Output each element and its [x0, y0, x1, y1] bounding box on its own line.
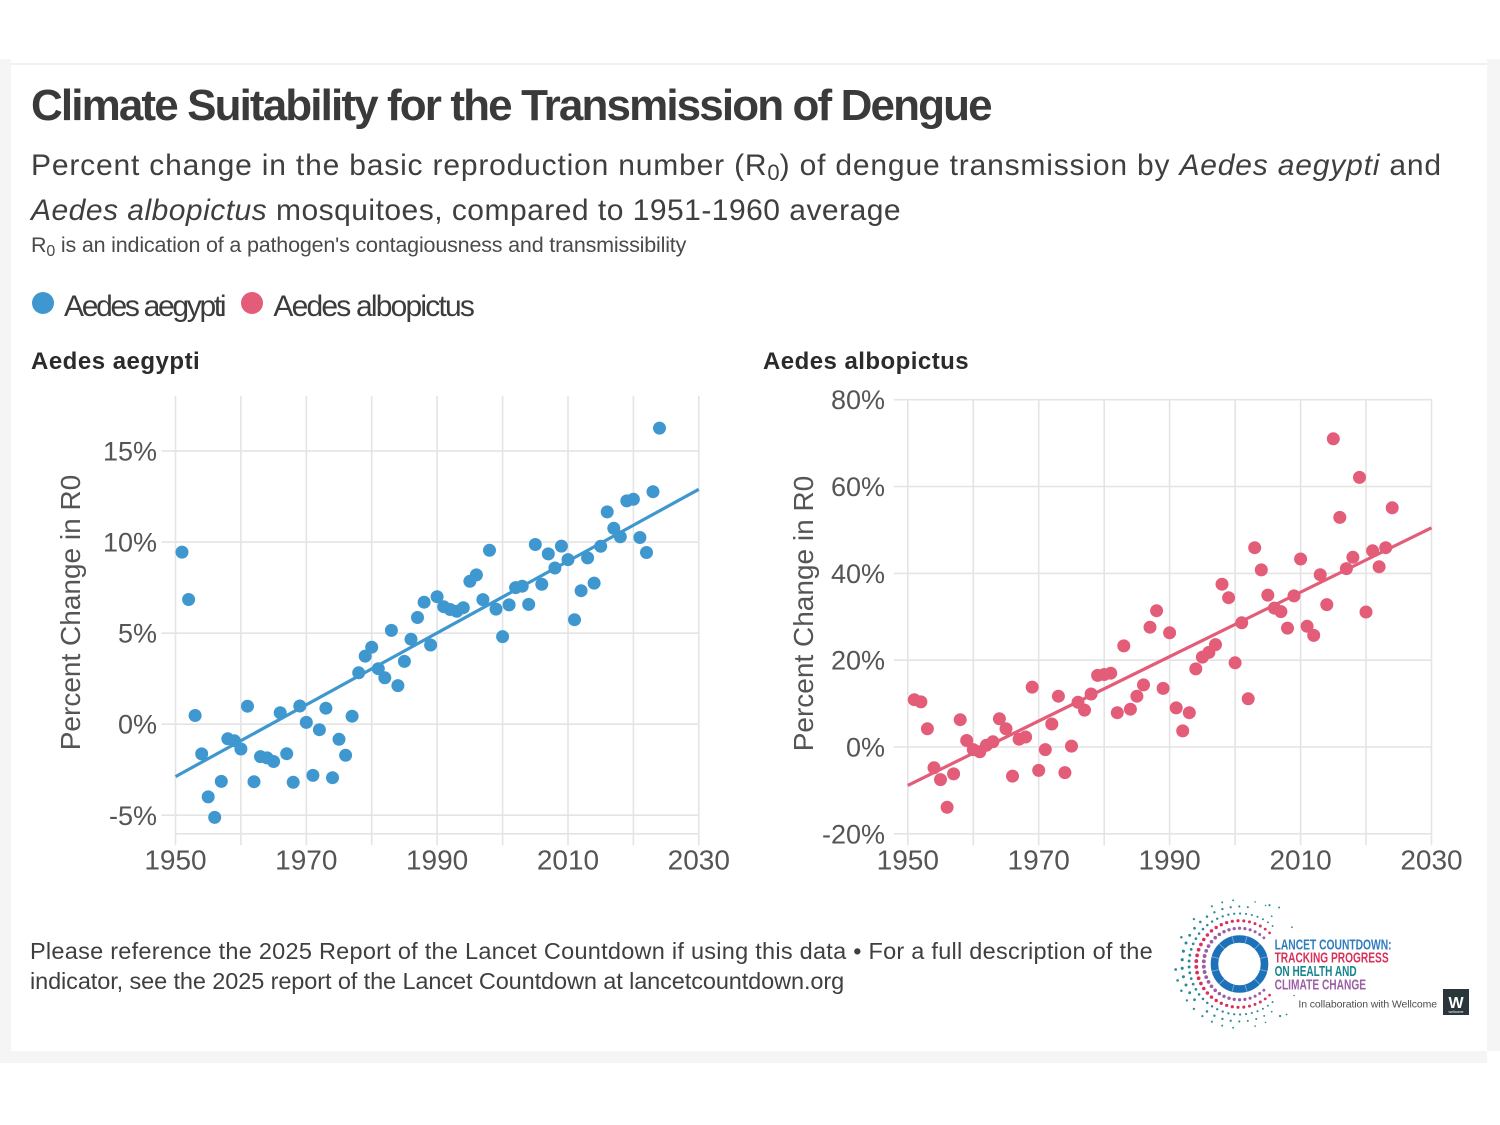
svg-text:80%: 80% [831, 385, 885, 415]
svg-text:wellcome: wellcome [1449, 1010, 1464, 1014]
svg-text:LANCET COUNTDOWN:: LANCET COUNTDOWN: [1275, 937, 1392, 953]
svg-text:1990: 1990 [1138, 845, 1200, 876]
svg-text:10%: 10% [103, 528, 157, 558]
svg-text:-20%: -20% [822, 819, 885, 849]
svg-text:TRACKING PROGRESS: TRACKING PROGRESS [1275, 951, 1389, 967]
svg-text:60%: 60% [831, 472, 885, 502]
svg-text:40%: 40% [831, 559, 885, 589]
svg-text:-5%: -5% [109, 801, 157, 831]
svg-text:1990: 1990 [406, 845, 468, 876]
svg-text:2030: 2030 [1400, 845, 1462, 876]
svg-text:1950: 1950 [144, 845, 206, 876]
svg-text:ON HEALTH AND: ON HEALTH AND [1275, 964, 1357, 980]
svg-text:2010: 2010 [1269, 845, 1331, 876]
svg-text:15%: 15% [103, 437, 157, 467]
svg-text:1970: 1970 [275, 845, 337, 876]
svg-text:0%: 0% [846, 733, 885, 763]
svg-text:2010: 2010 [537, 845, 599, 876]
svg-text:W: W [1448, 995, 1464, 1012]
svg-text:Percent Change in R0: Percent Change in R0 [55, 475, 86, 751]
svg-text:CLIMATE CHANGE: CLIMATE CHANGE [1275, 978, 1367, 994]
svg-text:1970: 1970 [1008, 845, 1070, 876]
svg-text:2030: 2030 [668, 845, 730, 876]
svg-text:5%: 5% [118, 619, 157, 649]
svg-text:0%: 0% [118, 710, 157, 740]
svg-text:1950: 1950 [877, 845, 939, 876]
svg-text:In collaboration with Wellcome: In collaboration with Wellcome [1298, 999, 1437, 1011]
svg-text:Percent Change in R0: Percent Change in R0 [788, 476, 819, 752]
svg-text:20%: 20% [831, 646, 885, 676]
